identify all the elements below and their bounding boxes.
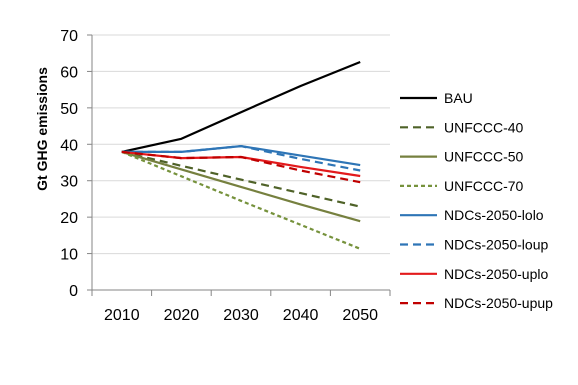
axes xyxy=(87,34,391,296)
x-tick-label: 2040 xyxy=(283,307,319,324)
y-tick-label: 50 xyxy=(60,101,78,118)
x-tick-label: 2030 xyxy=(223,307,259,324)
legend-label: NDCs-2050-lolo xyxy=(444,207,544,223)
y-tick-label: 40 xyxy=(60,137,78,154)
y-tick-label: 60 xyxy=(60,64,78,81)
y-tick-label: 30 xyxy=(60,174,78,191)
series-line-unfccc-70 xyxy=(121,150,361,250)
legend-label: BAU xyxy=(444,90,473,106)
y-axis-title: Gt GHG emissions xyxy=(34,67,50,191)
series-line-ndcs-2050-uplo xyxy=(121,150,361,178)
series-line-unfccc-40 xyxy=(121,150,361,208)
y-tick-label: 20 xyxy=(60,210,78,227)
series-line-unfccc-50 xyxy=(121,150,361,223)
y-tick-label: 10 xyxy=(60,247,78,264)
y-tick-label: 70 xyxy=(60,28,78,45)
legend-label: UNFCCC-70 xyxy=(444,178,524,194)
legend-label: UNFCCC-40 xyxy=(444,119,524,135)
legend-label: NDCs-2050-loup xyxy=(444,237,548,253)
x-tick-label: 2050 xyxy=(342,307,378,324)
legend-label: NDCs-2050-upup xyxy=(444,295,553,311)
legend-label: NDCs-2050-uplo xyxy=(444,266,548,282)
legend: BAU UNFCCC-40 UNFCCC-50 UNFCCC-70 NDCs-2050-… xyxy=(400,90,553,311)
x-tick-label: 2010 xyxy=(104,307,140,324)
series-line-ndcs-2050-upup xyxy=(121,150,361,184)
legend-label: UNFCCC-50 xyxy=(444,149,524,165)
series-line-bau xyxy=(121,60,361,153)
y-tick-label: 0 xyxy=(69,283,78,300)
x-tick-label: 2020 xyxy=(164,307,200,324)
series-line-ndcs-2050-loup xyxy=(121,145,361,172)
series-lines xyxy=(121,60,361,250)
